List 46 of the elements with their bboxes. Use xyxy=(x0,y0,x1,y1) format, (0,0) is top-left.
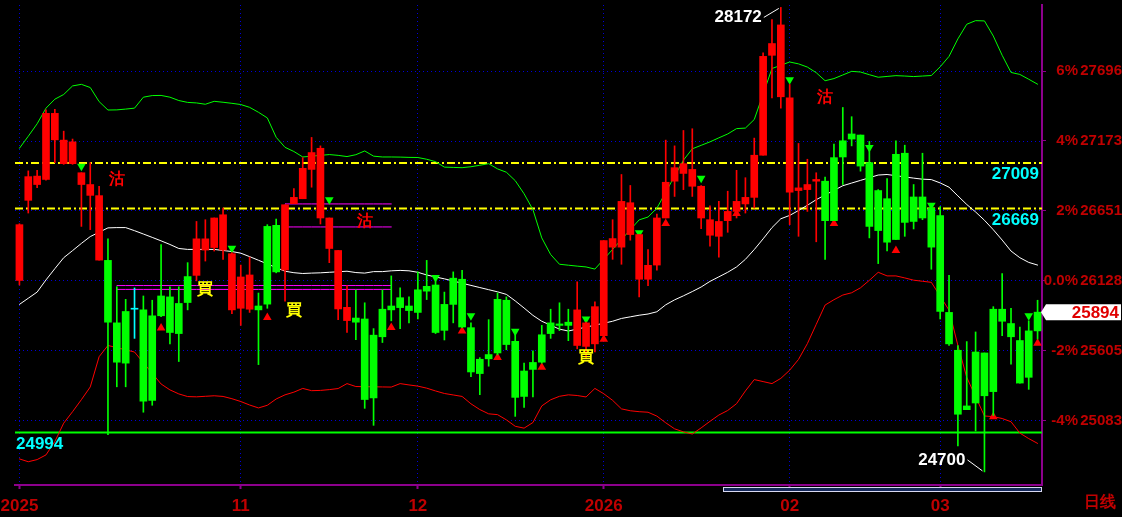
annotation: 買 xyxy=(577,348,594,366)
point xyxy=(466,313,476,321)
point xyxy=(537,362,547,370)
y-tick-label: 27696 xyxy=(1080,61,1122,79)
point xyxy=(324,197,334,205)
point xyxy=(262,312,272,320)
point xyxy=(696,175,706,184)
x-tick-label: 11 xyxy=(231,495,250,515)
point xyxy=(227,245,237,254)
candlestick xyxy=(812,172,821,243)
annotation: 沽 xyxy=(356,212,373,230)
text: 25894 xyxy=(1071,302,1120,322)
annotation: 沽 xyxy=(108,170,125,188)
annotation: 買 xyxy=(285,301,302,319)
x-tick-label: 02 xyxy=(780,495,800,515)
y-tick-label: 25605 xyxy=(1080,340,1122,358)
y-tick-label: 27173 xyxy=(1080,131,1122,149)
y2-tick-label: 4% xyxy=(1056,131,1078,149)
point xyxy=(493,352,502,361)
y2-tick-label: -4% xyxy=(1051,410,1078,428)
y2-tick-label: 6% xyxy=(1056,61,1078,79)
x-tick-label: 2025 xyxy=(0,495,39,515)
annotation: 28172 xyxy=(714,7,762,27)
x-tick-label: 12 xyxy=(408,495,428,515)
point xyxy=(1033,338,1042,346)
point xyxy=(1024,313,1034,321)
y-tick-label: 26651 xyxy=(1080,201,1122,219)
ref-line-label: 26669 xyxy=(991,209,1039,229)
point xyxy=(77,163,86,172)
annotation: 沽 xyxy=(816,88,833,106)
y2-tick-label: 2% xyxy=(1056,201,1078,219)
x-tick-label: 2026 xyxy=(584,495,623,515)
y2-tick-label: -2% xyxy=(1051,340,1078,358)
point xyxy=(661,218,671,226)
y2-tick-label: 0.0% xyxy=(1043,270,1078,288)
point xyxy=(156,322,166,331)
annotation: 24700 xyxy=(918,449,966,469)
point xyxy=(891,245,901,254)
point xyxy=(386,322,396,330)
candlestick xyxy=(838,107,847,185)
ref-line-label: 27009 xyxy=(991,164,1039,184)
y-tick-label: 26128 xyxy=(1080,270,1122,288)
text: 日线 xyxy=(1084,493,1116,511)
x-tick-label: 03 xyxy=(930,495,950,515)
point xyxy=(785,77,795,85)
y-tick-label: 25083 xyxy=(1080,410,1122,428)
